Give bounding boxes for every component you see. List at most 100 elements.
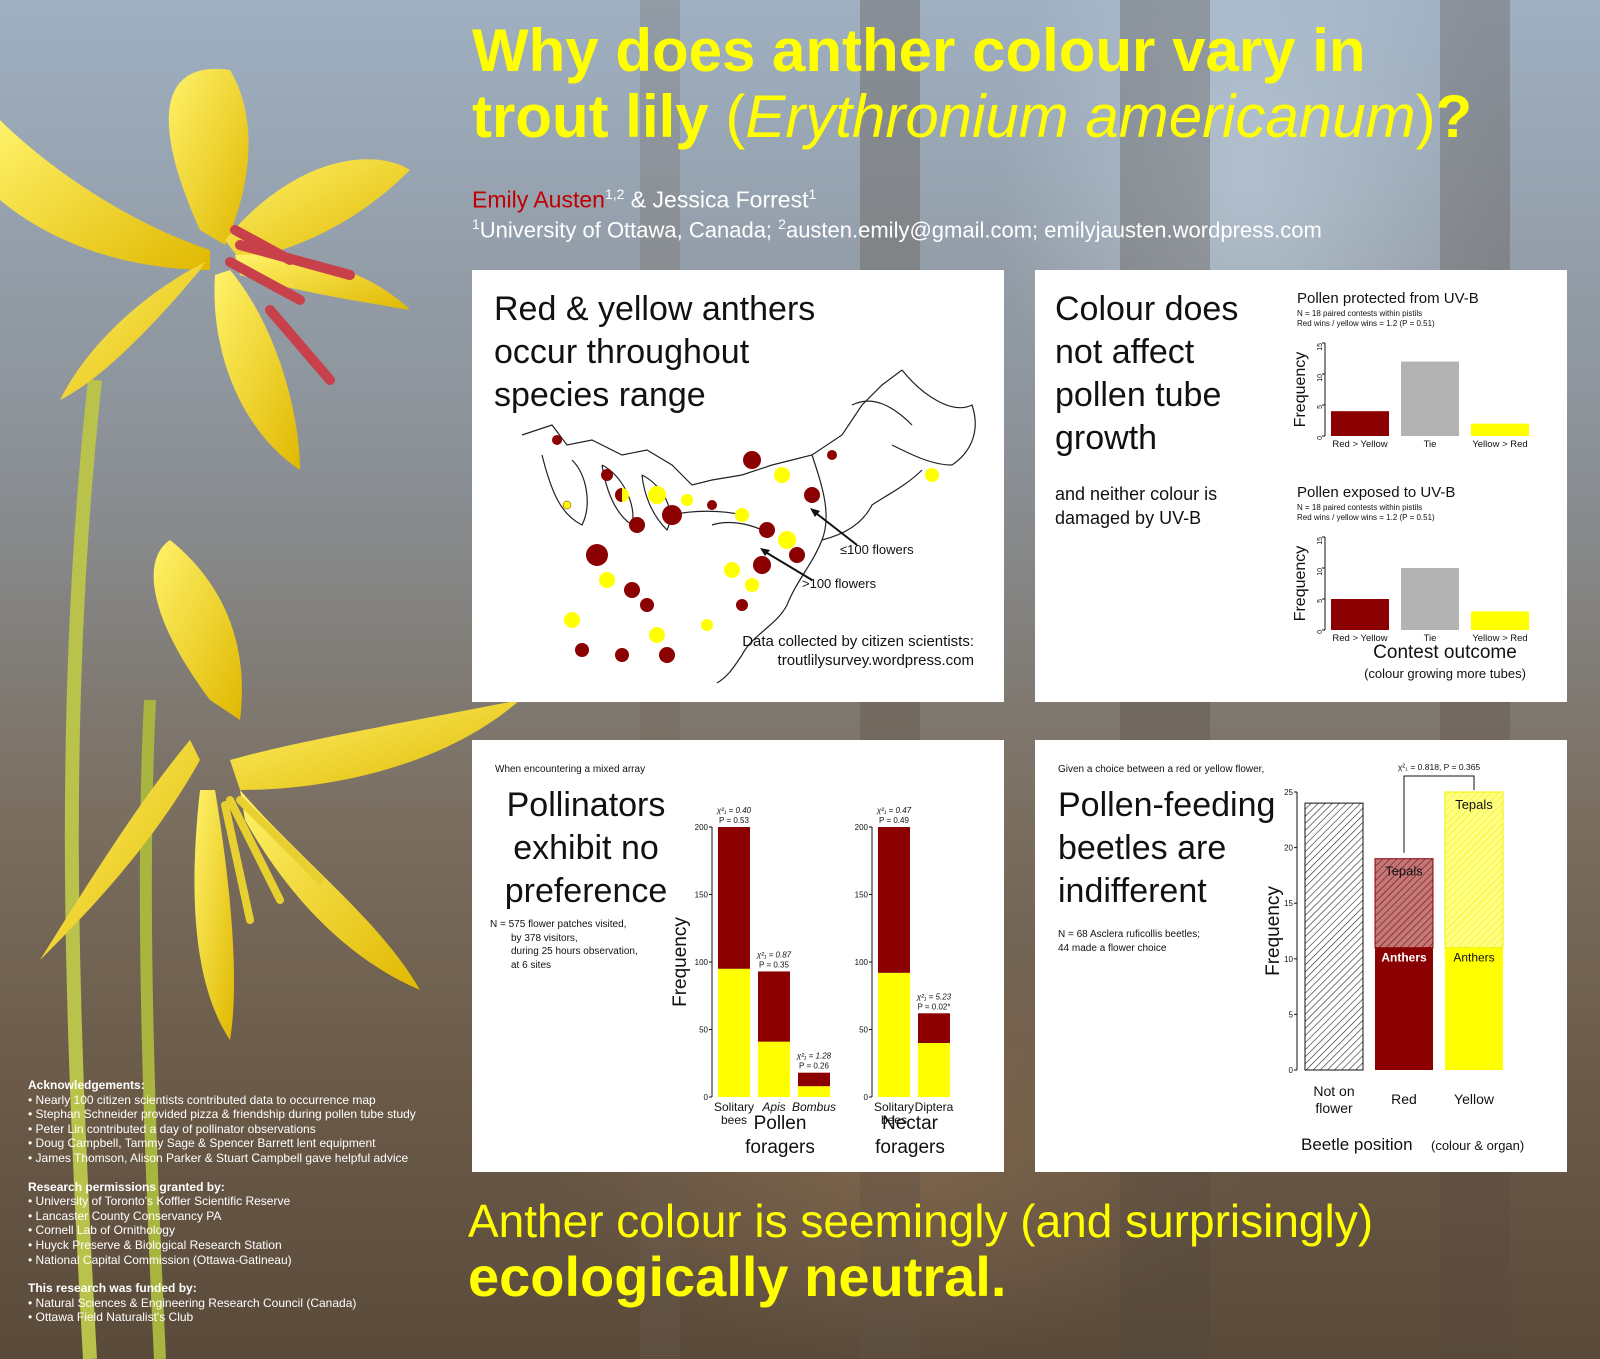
title-question-mark: ? — [1435, 83, 1473, 150]
beetles-heading: Pollen-feeding beetles are indifferent — [1058, 784, 1275, 913]
panel-map: Red & yellow anthers occur throughout sp… — [472, 270, 1004, 702]
pollen-heading-line: Colour does — [1055, 290, 1239, 328]
panel-pollinators: When encountering a mixed array Pollinat… — [472, 740, 1004, 1172]
y-tick-label: 50 — [699, 1026, 708, 1035]
beetles-heading-line: indifferent — [1058, 872, 1207, 910]
ack-heading: Acknowledgements: — [28, 1078, 145, 1092]
permission-item: • Huyck Preserve & Biological Research S… — [28, 1237, 282, 1252]
bar — [1471, 611, 1529, 630]
label-red-anthers: Anthers — [1381, 951, 1427, 965]
y-tick-label: 150 — [695, 891, 709, 900]
chart-note: N = 18 paired contests within pistils — [1297, 503, 1422, 512]
pollinators-note-line: at 6 sites — [511, 959, 552, 971]
map-heading-line: occur throughout — [494, 333, 750, 371]
x-tick-label: bees — [721, 1113, 747, 1127]
pollen-heading-line: growth — [1055, 419, 1158, 457]
label-yellow-anthers: Anthers — [1453, 951, 1494, 965]
bar-red-tepals — [1374, 858, 1434, 949]
x-tick-label: Solitary — [874, 1100, 914, 1114]
group-label-nectar: foragers — [875, 1137, 945, 1158]
funding-heading: This research was funded by: — [28, 1281, 197, 1296]
pollinators-heading-line: preference — [504, 872, 668, 910]
acknowledgements: Acknowledgements: • Nearly 100 citizen s… — [28, 1078, 468, 1325]
author-1-sup: 1,2 — [604, 186, 625, 202]
map-credit-line2: troutlilysurvey.wordpress.com — [777, 652, 974, 669]
bar-yellow — [758, 1041, 790, 1097]
bar-red-anthers — [1375, 947, 1433, 1070]
conclusion-line1: Anther colour is seemingly (and surprisi… — [468, 1195, 1374, 1247]
title-line1: Why does anther colour vary in — [472, 17, 1366, 84]
legend-large-flowers: >100 flowers — [802, 576, 877, 591]
y-tick-label: 200 — [695, 823, 709, 832]
y-tick-label: 5 — [1289, 1010, 1294, 1019]
beetles-heading-line: Pollen-feeding — [1058, 786, 1276, 824]
y-tick-label: 5 — [1317, 405, 1324, 409]
map-heading: Red & yellow anthers occur throughout sp… — [494, 288, 815, 417]
title-paren-close: ) — [1415, 83, 1436, 150]
x-tick-label: Apis — [761, 1100, 785, 1114]
stat-label: P = 0.49 — [879, 816, 909, 825]
map-heading-line: species range — [494, 376, 706, 414]
permission-item: • Lancaster County Conservancy PA — [28, 1208, 222, 1223]
y-axis-label: Frequency — [672, 917, 691, 1007]
poster-title: Why does anther colour vary in trout lil… — [472, 18, 1582, 150]
stat-label: χ²₁ = 0.47 — [876, 806, 912, 815]
ack-item: • Peter Lin contributed a day of pollina… — [28, 1121, 316, 1136]
x-tick-label: Red — [1391, 1091, 1417, 1107]
y-tick-label: 0 — [1317, 630, 1324, 634]
pollinators-note-line: N = 575 flower patches visited, — [490, 919, 627, 930]
bar-yellow — [718, 968, 750, 1097]
bar — [1401, 568, 1459, 630]
pollinators-note-line: during 25 hours observation, — [511, 946, 638, 957]
y-tick-label: 15 — [1317, 343, 1324, 351]
bar-yellow — [798, 1086, 830, 1097]
y-tick-label: 0 — [864, 1093, 869, 1102]
pollen-subtext-line: and neither colour is — [1055, 484, 1218, 504]
affiliation: 1University of Ottawa, Canada; 2austen.e… — [472, 216, 1322, 243]
map-credit: Data collected by citizen scientists: tr… — [742, 632, 974, 670]
chart-note: Red wins / yellow wins = 1.2 (P = 0.51) — [1297, 319, 1435, 328]
y-tick-label: 150 — [855, 891, 869, 900]
conclusion-line2: ecologically neutral. — [468, 1245, 1007, 1308]
map-points — [552, 435, 939, 663]
affil-sup-1: 1 — [472, 216, 480, 232]
pollinators-intro: When encountering a mixed array — [495, 764, 646, 775]
comparison-bracket — [1403, 775, 1475, 853]
affil-contacts: austen.emily@gmail.com; emilyjausten.wor… — [785, 217, 1322, 243]
y-tick-label: 50 — [859, 1026, 868, 1035]
x-axis-sub: (colour & organ) — [1431, 1138, 1524, 1153]
x-tick-label: Bombus — [792, 1100, 836, 1114]
x-tick-label: Tie — [1424, 633, 1437, 644]
chart-note: Red wins / yellow wins = 1.2 (P = 0.51) — [1297, 513, 1435, 522]
ack-item: • James Thomson, Alison Parker & Stuart … — [28, 1150, 409, 1165]
bar-red — [918, 1013, 950, 1043]
bar-yellow-anthers — [1445, 947, 1503, 1070]
x-tick-label: Yellow — [1454, 1091, 1495, 1107]
y-axis-label: Frequency — [1292, 352, 1309, 428]
conclusion: Anther colour is seemingly (and surprisi… — [468, 1193, 1373, 1308]
title-latin-name: Erythronium americanum — [745, 83, 1416, 150]
y-tick-label: 10 — [1317, 568, 1324, 576]
stat-label: χ²₁ = 1.28 — [796, 1052, 832, 1061]
x-tick-label: bees — [881, 1113, 907, 1127]
y-tick-label: 15 — [1284, 899, 1293, 908]
bar-red — [878, 827, 910, 973]
panel-pollen-tube: Colour does not affect pollen tube growt… — [1035, 270, 1567, 702]
funding-item: • Ottawa Field Naturalist's Club — [28, 1310, 194, 1325]
pollinators-heading: Pollinators exhibit no preference — [496, 784, 676, 913]
y-axis-label: Frequency — [1265, 886, 1284, 976]
group-label-pollen: foragers — [745, 1137, 815, 1158]
chart-title: Pollen exposed to UV-B — [1297, 484, 1455, 501]
pollen-heading: Colour does not affect pollen tube growt… — [1055, 288, 1238, 460]
y-tick-label: 25 — [1284, 788, 1293, 797]
bar — [1331, 411, 1389, 436]
pollinators-heading-line: Pollinators — [506, 786, 666, 824]
pollen-heading-line: pollen tube — [1055, 376, 1222, 414]
bar-red — [718, 827, 750, 969]
stat-label: χ²₁ = 5.23 — [916, 992, 952, 1001]
x-axis-label: Beetle position — [1301, 1135, 1413, 1154]
pollen-subtext: and neither colour is damaged by UV-B — [1055, 482, 1217, 530]
map-credit-line1: Data collected by citizen scientists: — [742, 633, 974, 650]
permission-item: • National Capital Commission (Ottawa-Ga… — [28, 1252, 292, 1267]
funding-item: • Natural Sciences & Engineering Researc… — [28, 1295, 357, 1310]
